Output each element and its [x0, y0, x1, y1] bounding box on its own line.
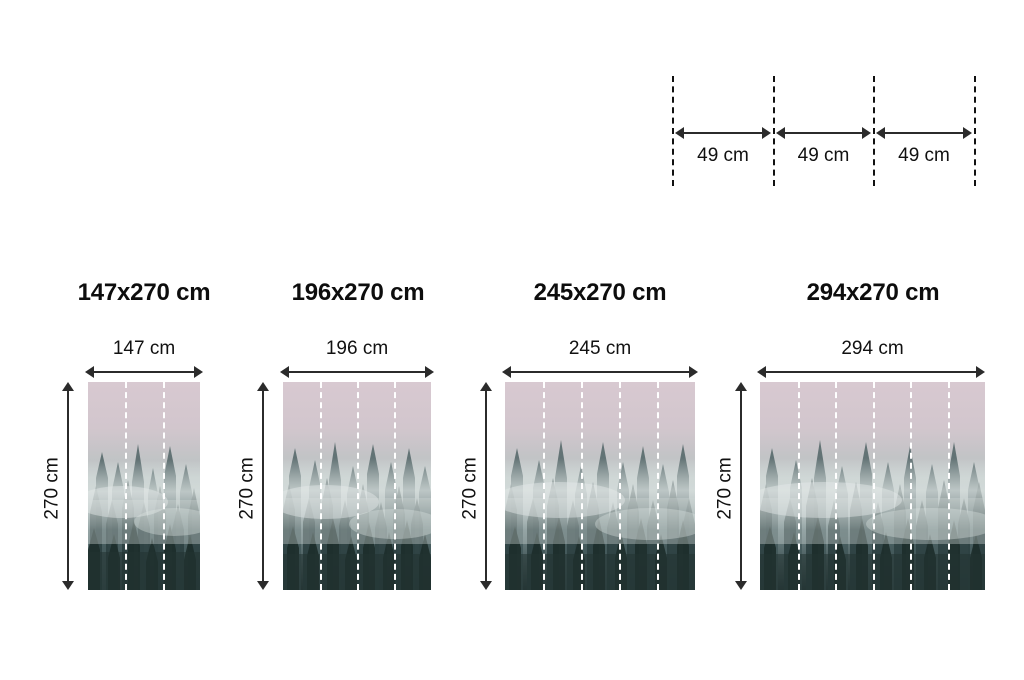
- arrow-head-right-icon: [194, 366, 203, 378]
- legend-segment-label-2: 49 cm: [797, 145, 850, 166]
- panel-width-arrow: [757, 366, 985, 378]
- panel-title: 294x270 cm: [806, 279, 940, 306]
- arrow-head-right-icon: [862, 127, 871, 139]
- arrow-head-right-icon: [976, 366, 985, 378]
- arrow-shaft: [92, 371, 196, 373]
- panel-width-arrow: [85, 366, 203, 378]
- legend-dash-line-3: [873, 76, 875, 186]
- arrow-head-right-icon: [425, 366, 434, 378]
- strip-divider: [872, 382, 875, 590]
- arrow-shaft: [883, 132, 965, 134]
- strip-divider: [835, 382, 837, 590]
- panel-title: 245x270 cm: [533, 279, 667, 306]
- arrow-head-left-icon: [876, 127, 885, 139]
- legend-dash-line-2: [773, 76, 775, 186]
- legend-arrow-1: [675, 127, 771, 139]
- arrow-head-left-icon: [85, 366, 94, 378]
- panel-title: 196x270 cm: [291, 279, 425, 306]
- panel-height-label: 270 cm: [459, 457, 481, 520]
- mural-image-245x270[interactable]: [505, 382, 695, 590]
- strip-divider: [320, 382, 322, 590]
- panel-width-label: 147 cm: [112, 338, 176, 359]
- arrow-head-left-icon: [776, 127, 785, 139]
- mural-image-294x270[interactable]: [760, 382, 985, 590]
- arrow-head-up-icon: [735, 382, 747, 391]
- strip-divider: [910, 382, 912, 590]
- arrow-head-left-icon: [502, 366, 511, 378]
- strip-divider: [797, 382, 800, 590]
- arrow-head-down-icon: [257, 581, 269, 590]
- legend-dash-line-1: [672, 76, 674, 186]
- panel-width-label: 196 cm: [325, 338, 389, 359]
- arrow-shaft: [764, 371, 978, 373]
- panel-height-label: 270 cm: [41, 457, 63, 520]
- panel-height-arrow: [257, 382, 269, 590]
- arrow-shaft: [740, 389, 742, 583]
- arrow-shaft: [485, 389, 487, 583]
- panel-width-label: 245 cm: [568, 338, 632, 359]
- arrow-shaft: [67, 389, 69, 583]
- strip-divider: [581, 382, 583, 590]
- strip-divider: [657, 382, 659, 590]
- arrow-shaft: [783, 132, 864, 134]
- legend-dash-line-4: [974, 76, 976, 186]
- arrow-shaft: [287, 371, 427, 373]
- strip-divider: [619, 382, 621, 590]
- mural-image-196x270[interactable]: [283, 382, 431, 590]
- arrow-head-down-icon: [480, 581, 492, 590]
- mural-image-147x270[interactable]: [88, 382, 200, 590]
- legend-arrow-3: [876, 127, 972, 139]
- arrow-head-right-icon: [963, 127, 972, 139]
- arrow-head-up-icon: [480, 382, 492, 391]
- arrow-shaft: [509, 371, 691, 373]
- arrow-head-up-icon: [62, 382, 74, 391]
- panel-width-arrow: [280, 366, 434, 378]
- panel-height-label: 270 cm: [714, 457, 736, 520]
- arrow-head-left-icon: [675, 127, 684, 139]
- forest-artwork: [283, 382, 431, 590]
- strip-divider: [947, 382, 950, 590]
- arrow-head-right-icon: [762, 127, 771, 139]
- panel-height-label: 270 cm: [236, 457, 258, 520]
- legend-segment-label-1: 49 cm: [697, 145, 749, 166]
- arrow-head-down-icon: [735, 581, 747, 590]
- forest-artwork: [88, 382, 200, 590]
- strip-divider: [125, 382, 128, 590]
- strip-width-legend: 49 cm 49 cm 49 cm: [0, 0, 1024, 200]
- panel-title: 147x270 cm: [77, 279, 211, 306]
- panel-height-arrow: [62, 382, 74, 590]
- arrow-head-left-icon: [280, 366, 289, 378]
- arrow-head-down-icon: [62, 581, 74, 590]
- legend-arrow-2: [776, 127, 871, 139]
- panel-height-arrow: [735, 382, 747, 590]
- panel-width-arrow: [502, 366, 698, 378]
- arrow-head-right-icon: [689, 366, 698, 378]
- strip-divider: [394, 382, 396, 590]
- strip-divider: [357, 382, 359, 590]
- panel-height-arrow: [480, 382, 492, 590]
- strip-divider: [162, 382, 165, 590]
- strip-divider: [543, 382, 545, 590]
- forest-artwork: [505, 382, 695, 590]
- panel-width-label: 294 cm: [841, 338, 904, 359]
- arrow-head-up-icon: [257, 382, 269, 391]
- arrow-shaft: [682, 132, 764, 134]
- legend-segment-label-3: 49 cm: [898, 145, 950, 166]
- arrow-head-left-icon: [757, 366, 766, 378]
- arrow-shaft: [262, 389, 264, 583]
